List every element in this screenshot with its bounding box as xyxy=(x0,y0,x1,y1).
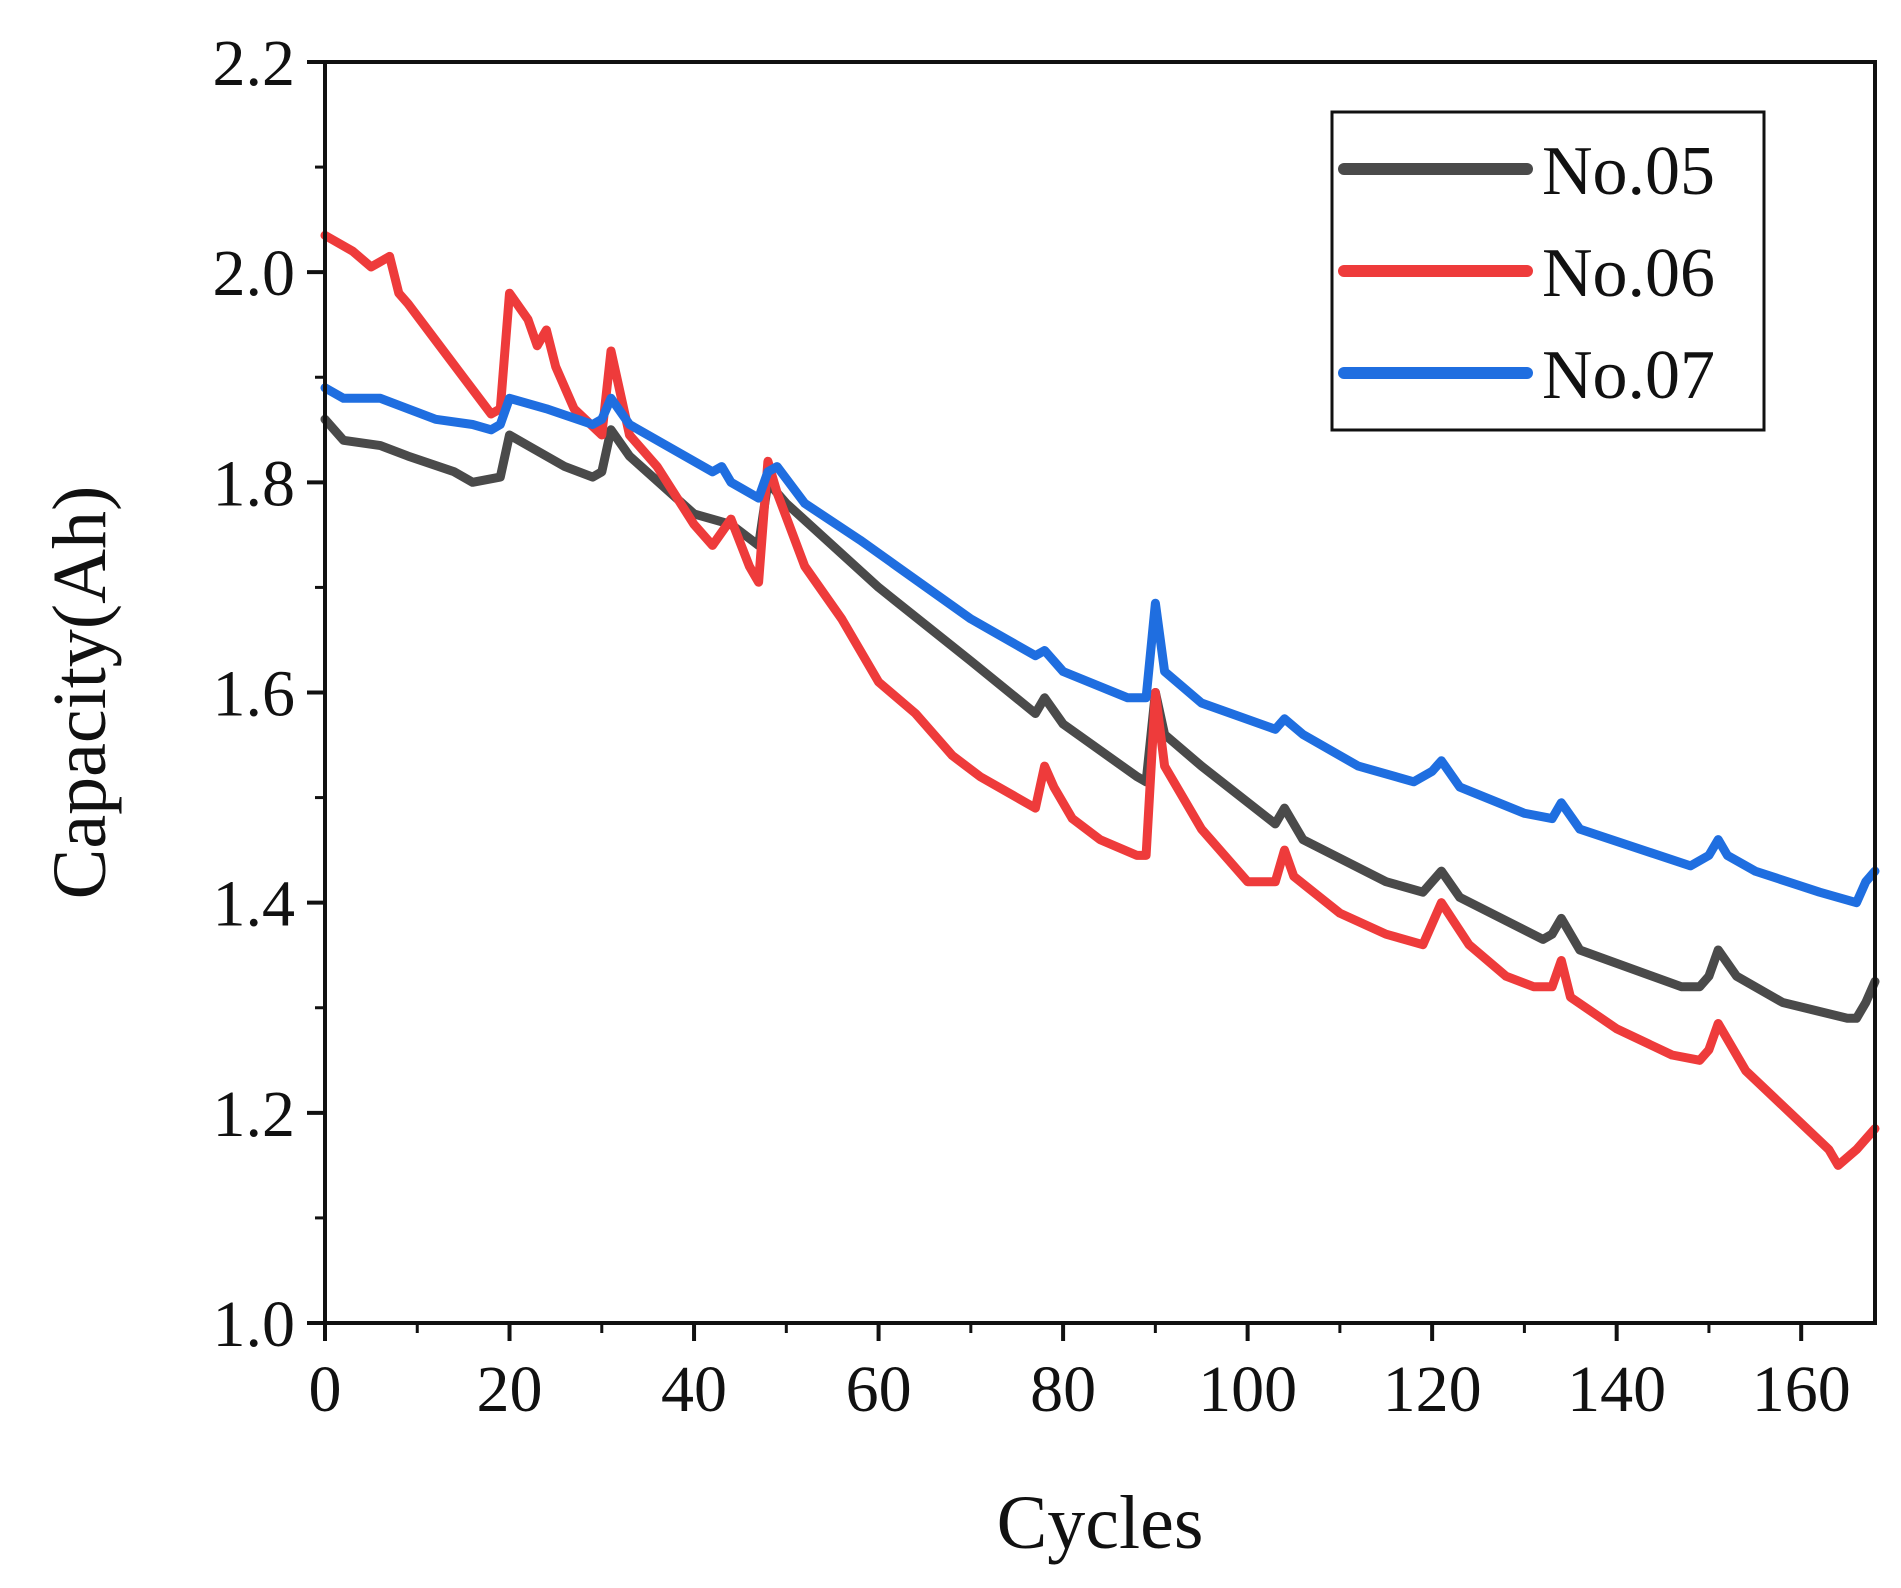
y-tick-label: 2.2 xyxy=(213,27,296,100)
legend-label: No.05 xyxy=(1542,133,1715,210)
x-tick-label: 0 xyxy=(309,1353,342,1426)
y-tick-label: 1.6 xyxy=(213,658,296,731)
x-tick-label: 40 xyxy=(661,1353,727,1426)
legend-label: No.07 xyxy=(1542,337,1715,414)
x-tick-label: 20 xyxy=(477,1353,543,1426)
y-tick-label: 1.8 xyxy=(213,447,296,520)
x-tick-label: 60 xyxy=(846,1353,912,1426)
y-tick-label: 1.2 xyxy=(213,1078,296,1151)
y-axis-title: Capacity(Ah) xyxy=(38,486,122,900)
x-tick-label: 100 xyxy=(1198,1353,1297,1426)
legend: No.05 No.06 No.07 xyxy=(1330,110,1766,432)
series-layer xyxy=(320,230,1880,1170)
y-tick-label: 2.0 xyxy=(213,237,296,310)
y-tick-label: 1.0 xyxy=(213,1288,296,1361)
x-tick-label: 80 xyxy=(1030,1353,1096,1426)
legend-label: No.06 xyxy=(1542,235,1715,312)
tick-layer: 0 20 40 60 80 100 120 140 160 1.0 1.2 1.4 1.6 1.8 2.0 2… xyxy=(213,27,1851,1426)
series-line-no06 xyxy=(320,230,1880,1170)
x-tick-label: 120 xyxy=(1383,1353,1482,1426)
x-axis-title: Cycles xyxy=(997,1481,1204,1565)
series-line-no07 xyxy=(320,383,1880,908)
x-tick-label: 160 xyxy=(1752,1353,1851,1426)
x-tick-label: 140 xyxy=(1567,1353,1666,1426)
y-tick-label: 1.4 xyxy=(213,868,296,941)
